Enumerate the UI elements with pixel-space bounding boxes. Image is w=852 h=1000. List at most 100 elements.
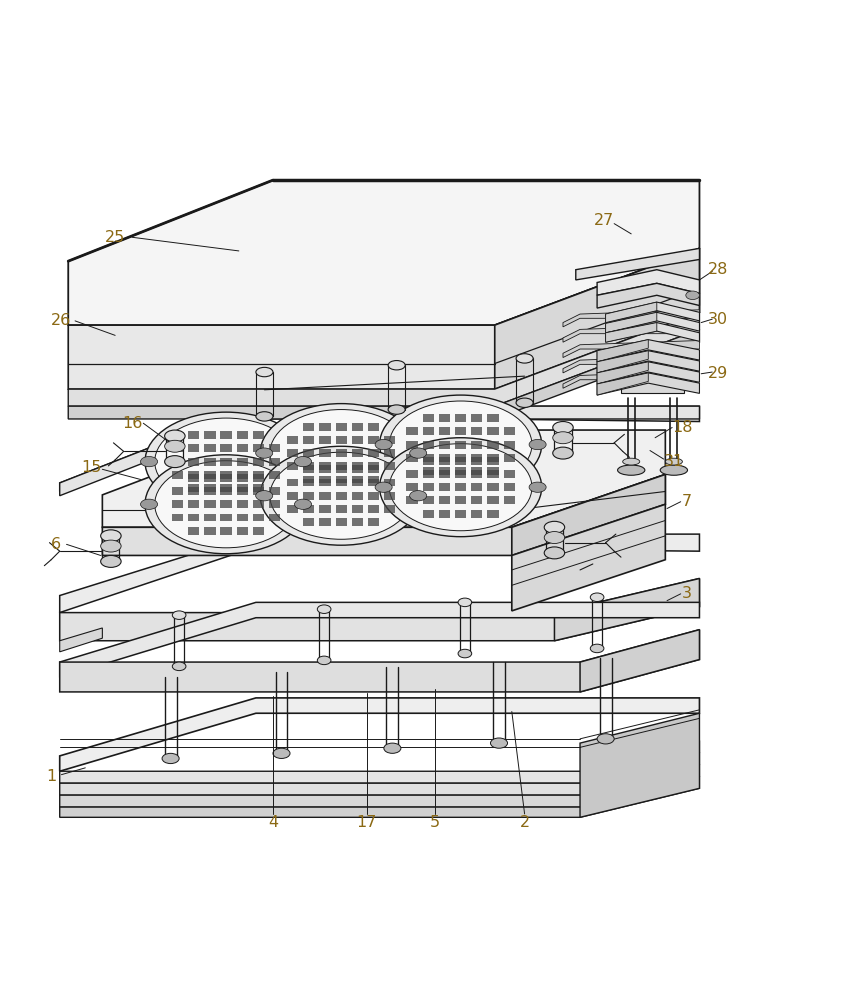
Bar <box>383 479 395 486</box>
Ellipse shape <box>389 444 532 531</box>
Bar <box>438 457 450 465</box>
Text: 5: 5 <box>429 815 440 830</box>
Bar <box>204 527 216 535</box>
Bar <box>319 479 331 486</box>
Bar <box>438 441 450 449</box>
Bar <box>187 431 199 439</box>
Ellipse shape <box>409 448 426 458</box>
Text: 17: 17 <box>356 815 377 830</box>
Ellipse shape <box>172 662 186 671</box>
Bar <box>422 467 434 475</box>
Polygon shape <box>596 340 699 362</box>
Bar <box>319 505 331 513</box>
Bar <box>470 467 482 475</box>
Bar <box>422 414 434 422</box>
Polygon shape <box>60 578 699 641</box>
Bar <box>204 458 216 466</box>
Ellipse shape <box>388 361 405 370</box>
Bar <box>422 470 434 478</box>
Bar <box>286 479 298 486</box>
Bar <box>171 514 183 521</box>
Ellipse shape <box>552 447 573 459</box>
Bar <box>220 484 232 492</box>
Bar <box>422 441 434 449</box>
Bar <box>486 467 498 475</box>
Polygon shape <box>511 504 665 611</box>
Ellipse shape <box>141 499 158 509</box>
Ellipse shape <box>145 412 307 511</box>
Bar <box>236 500 248 508</box>
Polygon shape <box>60 628 102 652</box>
Bar <box>187 458 199 466</box>
Bar <box>351 449 363 457</box>
Bar <box>236 444 248 452</box>
Bar <box>367 492 379 500</box>
Polygon shape <box>60 698 699 771</box>
Ellipse shape <box>101 555 121 567</box>
Bar <box>335 476 347 483</box>
Bar <box>319 436 331 444</box>
Polygon shape <box>68 180 699 325</box>
Bar <box>486 427 498 435</box>
Ellipse shape <box>379 438 541 537</box>
Ellipse shape <box>164 430 185 442</box>
Bar <box>319 423 331 431</box>
Bar <box>486 496 498 504</box>
Bar <box>268 487 280 495</box>
Bar <box>204 431 216 439</box>
Ellipse shape <box>101 530 121 542</box>
Bar <box>454 467 466 475</box>
Bar <box>335 436 347 444</box>
Bar <box>486 510 498 518</box>
Bar <box>171 487 183 495</box>
Polygon shape <box>575 248 699 280</box>
Bar <box>286 462 298 470</box>
Bar <box>351 436 363 444</box>
Bar <box>351 518 363 526</box>
Ellipse shape <box>458 598 471 607</box>
Bar <box>470 496 482 504</box>
Bar <box>302 492 314 500</box>
Bar <box>503 454 515 462</box>
Polygon shape <box>596 362 648 384</box>
Polygon shape <box>494 248 699 389</box>
Bar <box>351 476 363 483</box>
Bar <box>503 427 515 435</box>
Polygon shape <box>605 323 699 342</box>
Polygon shape <box>60 406 699 491</box>
Ellipse shape <box>596 734 613 744</box>
Ellipse shape <box>145 455 307 554</box>
Ellipse shape <box>515 354 532 363</box>
Bar <box>351 479 363 486</box>
Bar <box>422 510 434 518</box>
Bar <box>319 462 331 470</box>
Bar <box>470 510 482 518</box>
Bar <box>438 510 450 518</box>
Ellipse shape <box>409 491 426 501</box>
Bar <box>470 454 482 462</box>
Bar <box>187 500 199 508</box>
Bar <box>335 462 347 470</box>
Bar <box>335 479 347 486</box>
Bar <box>252 458 264 466</box>
Ellipse shape <box>256 367 273 377</box>
Ellipse shape <box>490 738 507 748</box>
Polygon shape <box>596 351 699 373</box>
Ellipse shape <box>256 448 273 458</box>
Bar <box>503 470 515 478</box>
Bar <box>302 449 314 457</box>
Bar <box>187 471 199 479</box>
Bar <box>406 454 417 462</box>
Bar <box>470 427 482 435</box>
Bar <box>236 431 248 439</box>
Text: 3: 3 <box>681 586 691 601</box>
Text: 25: 25 <box>105 230 125 245</box>
Polygon shape <box>68 312 699 406</box>
Bar <box>286 492 298 500</box>
Bar <box>454 454 466 462</box>
Bar <box>351 423 363 431</box>
Ellipse shape <box>685 291 699 300</box>
Ellipse shape <box>590 644 603 653</box>
Ellipse shape <box>659 465 687 475</box>
Bar <box>454 427 466 435</box>
